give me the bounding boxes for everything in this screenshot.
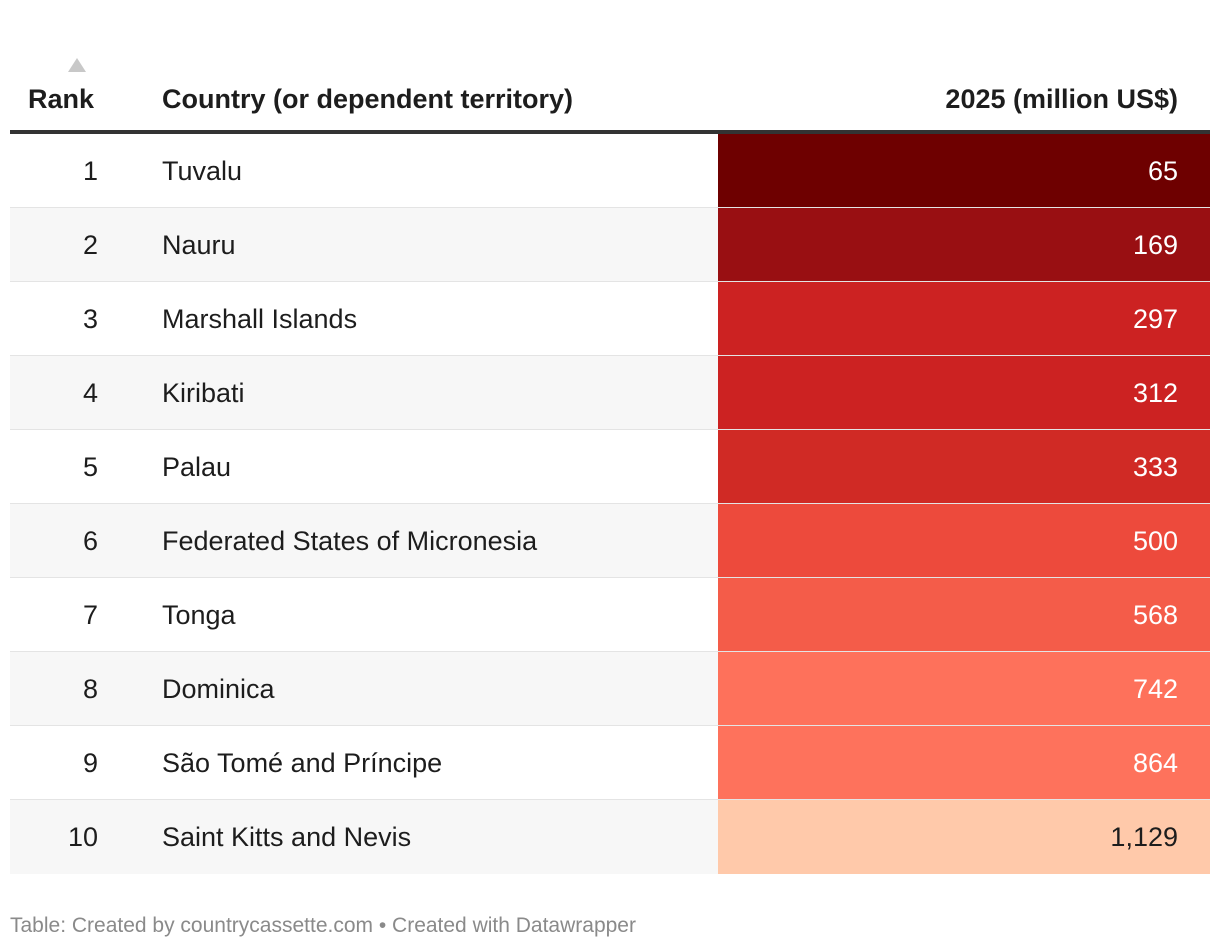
country-cell: Tuvalu [162,156,243,186]
footer-credit: Table: Created by countrycassette.com • … [10,914,636,937]
sort-ascending-icon[interactable] [68,58,86,72]
value-cell: 568 [718,578,1210,651]
country-cell: Kiribati [162,378,245,408]
value-cell: 297 [718,282,1210,355]
value-cell: 333 [718,430,1210,503]
column-header-rank[interactable]: Rank [28,84,95,114]
table-row: 2 Nauru 169 [10,208,1210,282]
table-row: 5 Palau 333 [10,430,1210,504]
country-cell: Tonga [162,600,236,630]
country-cell: Dominica [162,674,275,704]
rank-cell: 8 [82,674,98,704]
value-cell: 312 [718,356,1210,429]
country-cell: Nauru [162,230,236,260]
country-cell: Palau [162,452,232,482]
rank-cell: 4 [82,378,98,408]
value-cell: 864 [718,726,1210,799]
column-header-value[interactable]: 2025 (million US$) [945,84,1178,114]
data-table: Rank Country (or dependent territory) 20… [10,50,1210,874]
value-cell: 65 [718,134,1210,207]
value-cell: 742 [718,652,1210,725]
rank-cell: 7 [82,600,98,630]
table-row: 9 São Tomé and Príncipe 864 [10,726,1210,800]
column-header-country[interactable]: Country (or dependent territory) [162,84,574,114]
table-row: 6 Federated States of Micronesia 500 [10,504,1210,578]
country-cell: São Tomé and Príncipe [162,748,443,778]
rank-cell: 3 [82,304,98,334]
table-header: Rank Country (or dependent territory) 20… [10,50,1210,134]
country-cell: Federated States of Micronesia [162,526,538,556]
table-row: 3 Marshall Islands 297 [10,282,1210,356]
table-row: 7 Tonga 568 [10,578,1210,652]
rank-cell: 2 [82,230,98,260]
rank-cell: 10 [67,822,98,852]
table-row: 1 Tuvalu 65 [10,134,1210,208]
rank-cell: 9 [82,748,98,778]
table-body: 1 Tuvalu 65 2 Nauru 169 3 Marshall Islands 297 4 K… [10,134,1210,874]
country-cell: Marshall Islands [162,304,358,334]
table-row: 10 Saint Kitts and Nevis 1,129 [10,800,1210,874]
value-cell: 169 [718,208,1210,281]
table-row: 4 Kiribati 312 [10,356,1210,430]
value-cell: 1,129 [718,800,1210,874]
rank-cell: 6 [82,526,98,556]
rank-cell: 1 [82,156,98,186]
table-row: 8 Dominica 742 [10,652,1210,726]
country-cell: Saint Kitts and Nevis [162,822,412,852]
rank-cell: 5 [82,452,98,482]
value-cell: 500 [718,504,1210,577]
